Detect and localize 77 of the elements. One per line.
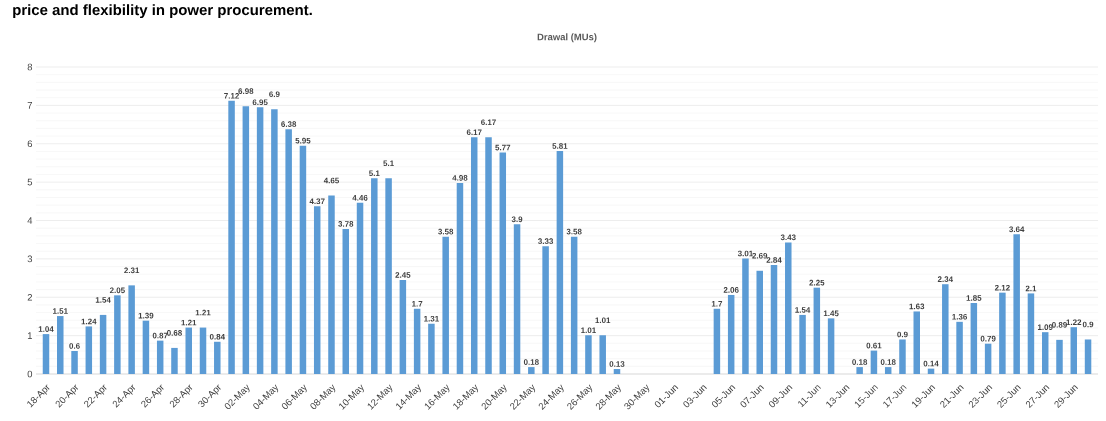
bar bbox=[899, 339, 906, 374]
bar bbox=[1013, 234, 1020, 374]
bar bbox=[371, 178, 378, 374]
bar bbox=[385, 178, 392, 374]
bar bbox=[513, 224, 521, 374]
bar bbox=[742, 258, 749, 374]
bar bbox=[599, 335, 606, 374]
bar bbox=[1041, 332, 1049, 374]
bar bbox=[442, 236, 449, 374]
bar bbox=[271, 109, 278, 374]
y-tick-label: 1 bbox=[27, 332, 33, 339]
bar bbox=[1056, 339, 1063, 374]
bar bbox=[71, 350, 78, 374]
bar bbox=[542, 246, 549, 374]
bar bbox=[613, 369, 621, 374]
bar bbox=[328, 195, 335, 374]
bar bbox=[727, 294, 735, 374]
bar bbox=[585, 335, 592, 374]
bar bbox=[942, 284, 949, 374]
bar bbox=[485, 137, 492, 374]
bar bbox=[456, 182, 464, 374]
bar bbox=[142, 320, 150, 374]
bar bbox=[399, 279, 407, 374]
bar bbox=[85, 326, 93, 374]
bar bbox=[242, 106, 250, 374]
bar bbox=[199, 327, 207, 374]
bar bbox=[1070, 327, 1078, 374]
y-tick-label: 4 bbox=[27, 217, 33, 224]
bar bbox=[285, 129, 292, 374]
bar bbox=[756, 270, 763, 374]
y-tick-label: 5 bbox=[27, 178, 33, 186]
bar bbox=[956, 321, 963, 374]
bar bbox=[785, 242, 792, 374]
y-tick-label: 6 bbox=[27, 140, 33, 148]
bar bbox=[870, 350, 878, 374]
bar bbox=[171, 347, 178, 374]
bar bbox=[228, 100, 235, 374]
text: price and flexibility in power procurement. bbox=[13, 4, 312, 19]
bar bbox=[713, 308, 721, 374]
bar bbox=[114, 295, 121, 374]
chart-title: Drawal (MUs) bbox=[537, 33, 597, 43]
bar bbox=[913, 311, 920, 374]
y-tick-label: 2 bbox=[27, 293, 33, 301]
bar bbox=[799, 314, 806, 374]
bar bbox=[970, 303, 978, 374]
bar bbox=[342, 228, 350, 374]
bar bbox=[827, 318, 835, 374]
bar bbox=[256, 107, 264, 374]
bar bbox=[856, 367, 863, 374]
bar bbox=[57, 316, 64, 374]
y-tick-label: 3 bbox=[27, 255, 33, 263]
bar bbox=[770, 265, 778, 374]
bar bbox=[42, 334, 50, 374]
bar bbox=[556, 151, 564, 374]
bar bbox=[356, 202, 364, 374]
bar bbox=[1027, 293, 1035, 374]
bar bbox=[884, 367, 892, 374]
bar bbox=[99, 314, 107, 374]
bar bbox=[984, 343, 992, 374]
bar bbox=[813, 287, 821, 374]
bar bbox=[214, 341, 221, 374]
bar bbox=[428, 323, 435, 374]
bar bbox=[156, 340, 164, 374]
y-tick-label: 7 bbox=[27, 102, 33, 109]
bar bbox=[128, 285, 135, 374]
bar bbox=[999, 292, 1006, 374]
bar bbox=[528, 367, 535, 374]
bar bbox=[1084, 339, 1092, 374]
bar bbox=[499, 152, 507, 374]
bar bbox=[299, 145, 307, 374]
y-tick-label: 0 bbox=[27, 370, 33, 378]
bar bbox=[185, 327, 192, 374]
bar bbox=[570, 236, 578, 374]
bar bbox=[470, 137, 478, 374]
bar bbox=[313, 206, 321, 374]
bar bbox=[413, 308, 421, 374]
y-tick-label: 8 bbox=[27, 63, 33, 71]
